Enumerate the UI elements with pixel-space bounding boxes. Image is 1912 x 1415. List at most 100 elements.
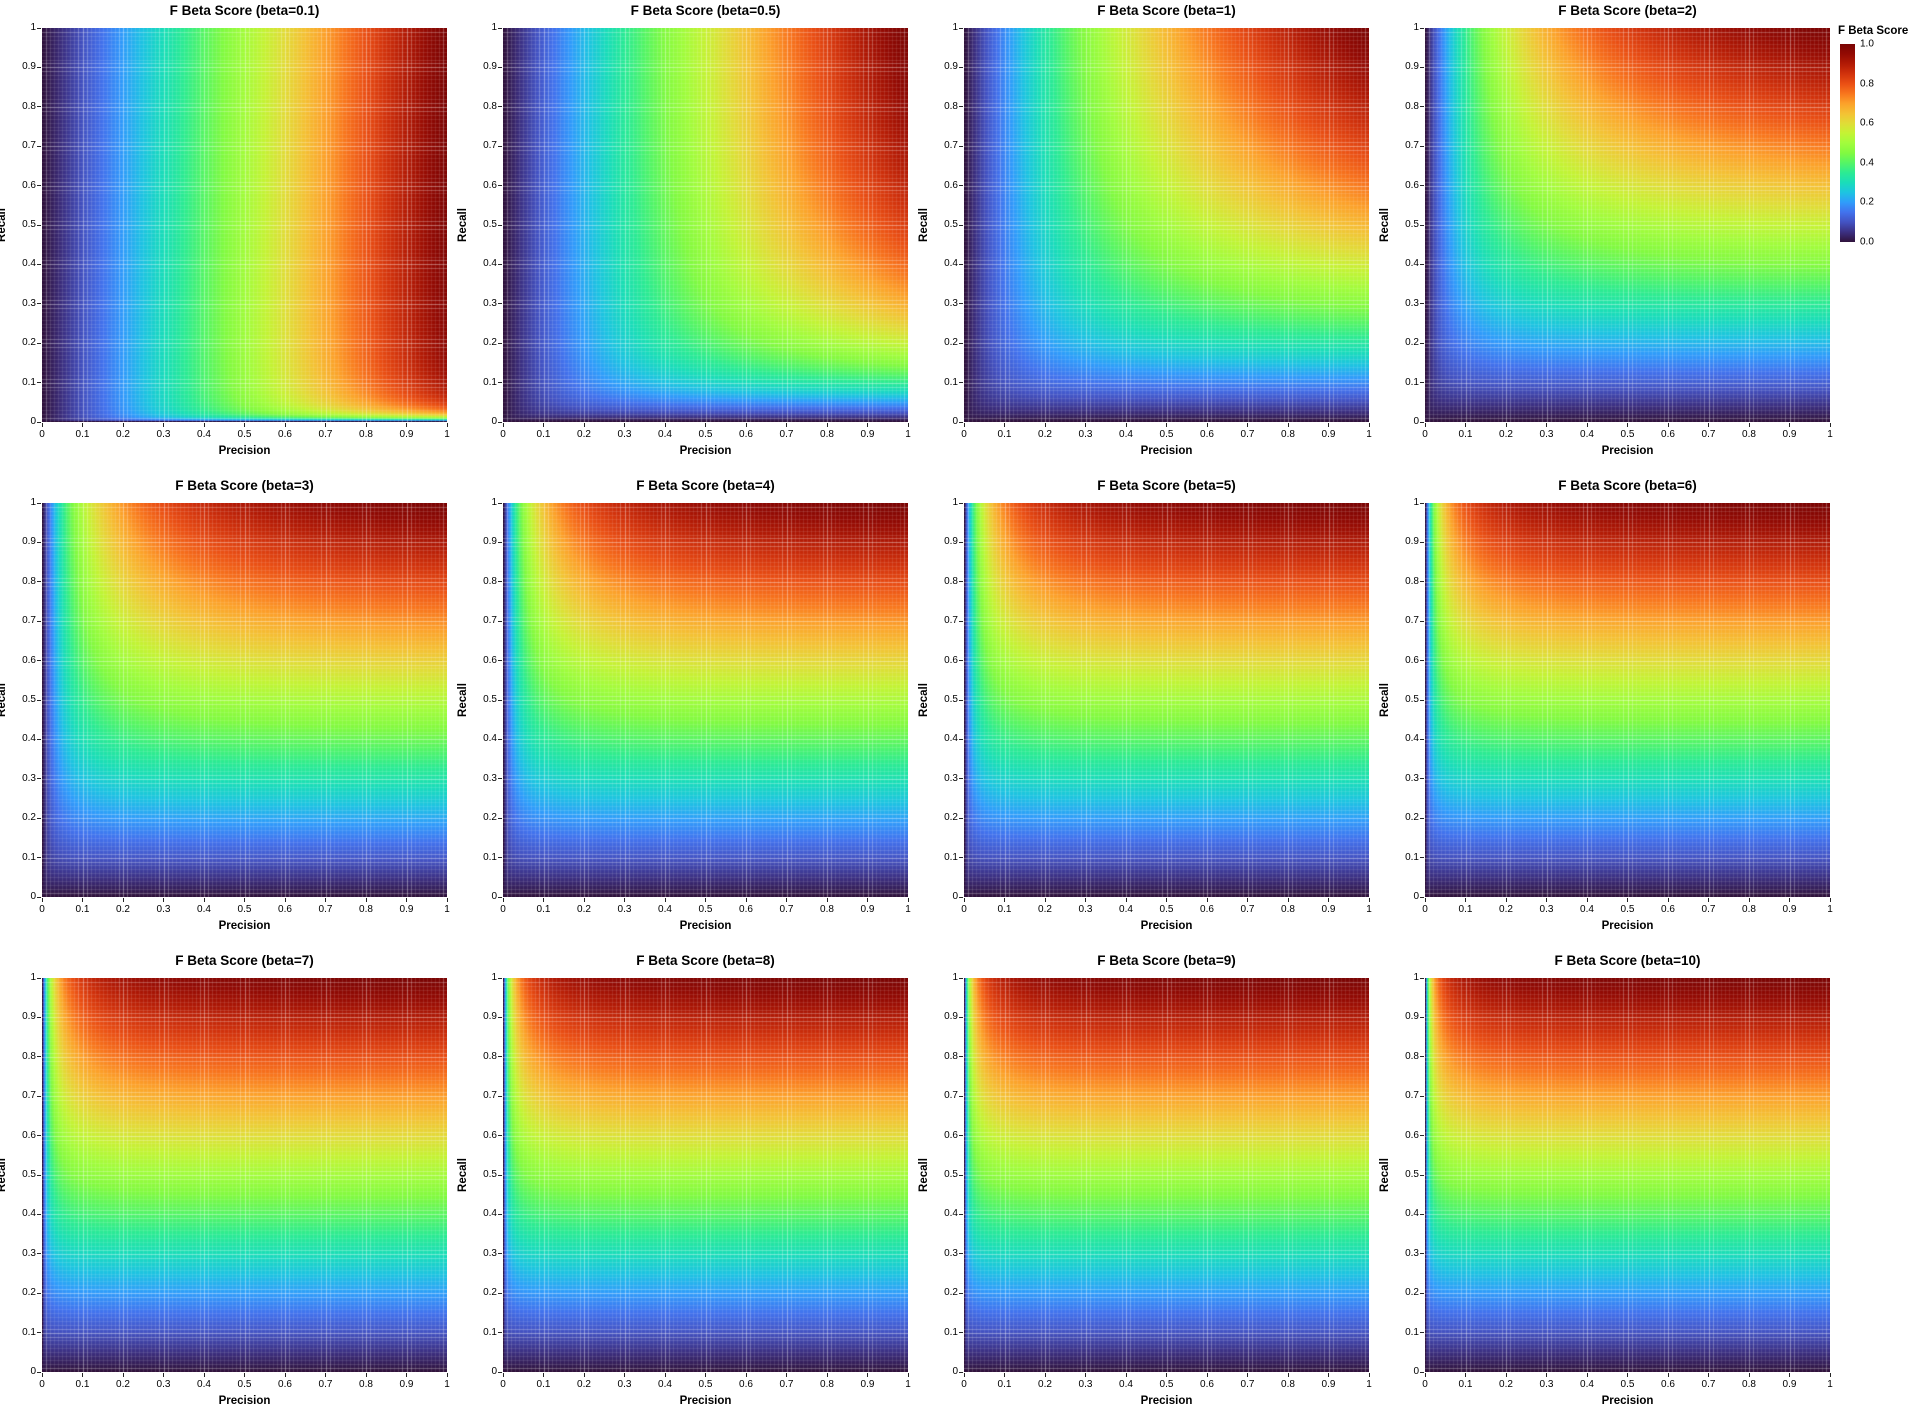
x-tick-mark <box>1424 423 1426 427</box>
y-tick-mark <box>1420 224 1424 226</box>
y-tick-mark <box>498 977 502 979</box>
y-tick-label: 0 <box>30 1366 36 1377</box>
y-axis-label: Recall <box>1379 208 1391 242</box>
y-axis-label: Recall <box>457 683 469 717</box>
x-tick-label: 0.8 <box>1742 429 1756 440</box>
x-tick-label: 0 <box>1422 429 1428 440</box>
y-tick-label: 1 <box>1413 972 1419 983</box>
x-tick-mark <box>1424 898 1426 902</box>
x-tick-label: 0.1 <box>536 1379 551 1390</box>
x-tick-label: 0.8 <box>359 904 373 915</box>
y-tick-mark <box>1420 502 1424 504</box>
x-tick-mark <box>786 423 787 427</box>
y-tick-mark <box>498 778 502 780</box>
y-tick-label: 0.5 <box>22 1169 36 1180</box>
x-tick-label: 0.5 <box>1159 429 1174 440</box>
x-tick-label: 0.2 <box>1499 904 1513 915</box>
x-tick-mark <box>1789 1373 1790 1377</box>
y-tick-label: 1 <box>491 497 497 508</box>
y-tick-mark <box>1420 1253 1424 1255</box>
y-tick-label: 0.1 <box>483 1326 497 1338</box>
x-tick-mark <box>1586 423 1588 427</box>
y-tick-label: 0.8 <box>944 1050 958 1062</box>
x-tick-label: 0.3 <box>1539 904 1554 915</box>
x-tick-mark <box>963 423 965 427</box>
x-tick-label: 0.7 <box>1240 1379 1255 1390</box>
y-tick-mark <box>959 1174 963 1176</box>
y-tick-label: 1 <box>952 22 958 33</box>
x-tick-mark <box>826 1373 828 1377</box>
x-tick-label: 0.6 <box>1200 904 1214 915</box>
y-tick-label: 0.1 <box>22 376 36 388</box>
x-tick-mark <box>705 423 706 427</box>
x-tick-mark <box>1546 1373 1547 1377</box>
y-tick-label: 0 <box>491 1366 497 1377</box>
x-tick-label: 0.2 <box>116 1379 130 1390</box>
y-tick-label: 0.6 <box>1405 1129 1419 1141</box>
y-tick-mark <box>959 896 963 898</box>
y-tick-mark <box>37 303 41 305</box>
x-tick-label: 0.5 <box>698 904 713 915</box>
y-tick-mark <box>498 1292 502 1294</box>
y-tick-label: 0.8 <box>1405 100 1419 112</box>
y-tick-mark <box>37 421 41 423</box>
x-tick-label: 0 <box>961 904 967 915</box>
y-tick-mark <box>959 1056 963 1058</box>
x-tick-mark <box>1004 423 1005 427</box>
y-tick-label: 0.4 <box>1405 733 1419 745</box>
x-tick-mark <box>1546 423 1547 427</box>
y-tick-mark <box>498 185 502 187</box>
y-tick-mark <box>498 224 502 226</box>
y-tick-mark <box>498 1174 502 1176</box>
x-tick-label: 0.1 <box>1458 1379 1473 1390</box>
x-tick-label: 0.1 <box>997 1379 1012 1390</box>
y-tick-label: 0.9 <box>944 1011 958 1023</box>
y-tick-mark <box>1420 1174 1424 1176</box>
plot-title: F Beta Score (beta=10) <box>1554 953 1701 968</box>
x-tick-label: 0.2 <box>1038 904 1052 915</box>
y-tick-mark <box>37 977 41 979</box>
x-tick-label: 0.2 <box>116 904 130 915</box>
x-tick-label: 1 <box>1366 904 1372 915</box>
y-tick-label: 0.4 <box>944 733 958 745</box>
y-tick-label: 0.4 <box>22 1208 36 1220</box>
y-tick-label: 0.8 <box>483 1050 497 1062</box>
y-tick-mark <box>498 1135 502 1137</box>
y-tick-label: 0.7 <box>944 1090 958 1102</box>
x-tick-label: 0.5 <box>1620 1379 1635 1390</box>
x-tick-mark <box>1708 423 1709 427</box>
x-tick-label: 0.3 <box>617 429 632 440</box>
colorbar-tick-label: 0.0 <box>1860 236 1874 248</box>
x-tick-mark <box>1667 1373 1669 1377</box>
y-tick-label: 0.8 <box>1405 575 1419 587</box>
y-tick-label: 0.3 <box>1405 772 1419 784</box>
x-tick-label: 0.5 <box>1620 429 1635 440</box>
x-tick-mark <box>502 898 504 902</box>
x-tick-label: 1 <box>1366 429 1372 440</box>
y-tick-mark <box>498 1332 502 1334</box>
y-tick-label: 1 <box>30 972 36 983</box>
x-tick-label: 0.1 <box>75 904 90 915</box>
x-tick-mark <box>502 1373 504 1377</box>
y-tick-mark <box>37 342 41 344</box>
y-tick-mark <box>1420 382 1424 384</box>
y-tick-label: 0.2 <box>944 337 958 349</box>
y-tick-mark <box>1420 1095 1424 1097</box>
y-tick-label: 0.6 <box>944 654 958 666</box>
y-tick-label: 0.5 <box>1405 694 1419 705</box>
x-tick-label: 0.7 <box>779 429 794 440</box>
y-tick-mark <box>37 660 41 662</box>
y-tick-label: 0.9 <box>483 536 497 548</box>
y-tick-label: 0.9 <box>944 61 958 73</box>
y-tick-mark <box>37 699 41 701</box>
x-tick-mark <box>1247 1373 1248 1377</box>
y-tick-mark <box>37 1332 41 1334</box>
x-tick-label: 0.3 <box>156 1379 171 1390</box>
x-tick-mark <box>325 423 326 427</box>
x-tick-mark <box>624 898 625 902</box>
y-tick-mark <box>959 699 963 701</box>
y-tick-label: 0.6 <box>22 654 36 666</box>
colorbar: F Beta Score 1.0 0.8 0.6 0.4 0.2 0.0 <box>1838 25 1912 255</box>
y-tick-mark <box>1420 303 1424 305</box>
x-tick-label: 0.9 <box>399 1379 414 1390</box>
